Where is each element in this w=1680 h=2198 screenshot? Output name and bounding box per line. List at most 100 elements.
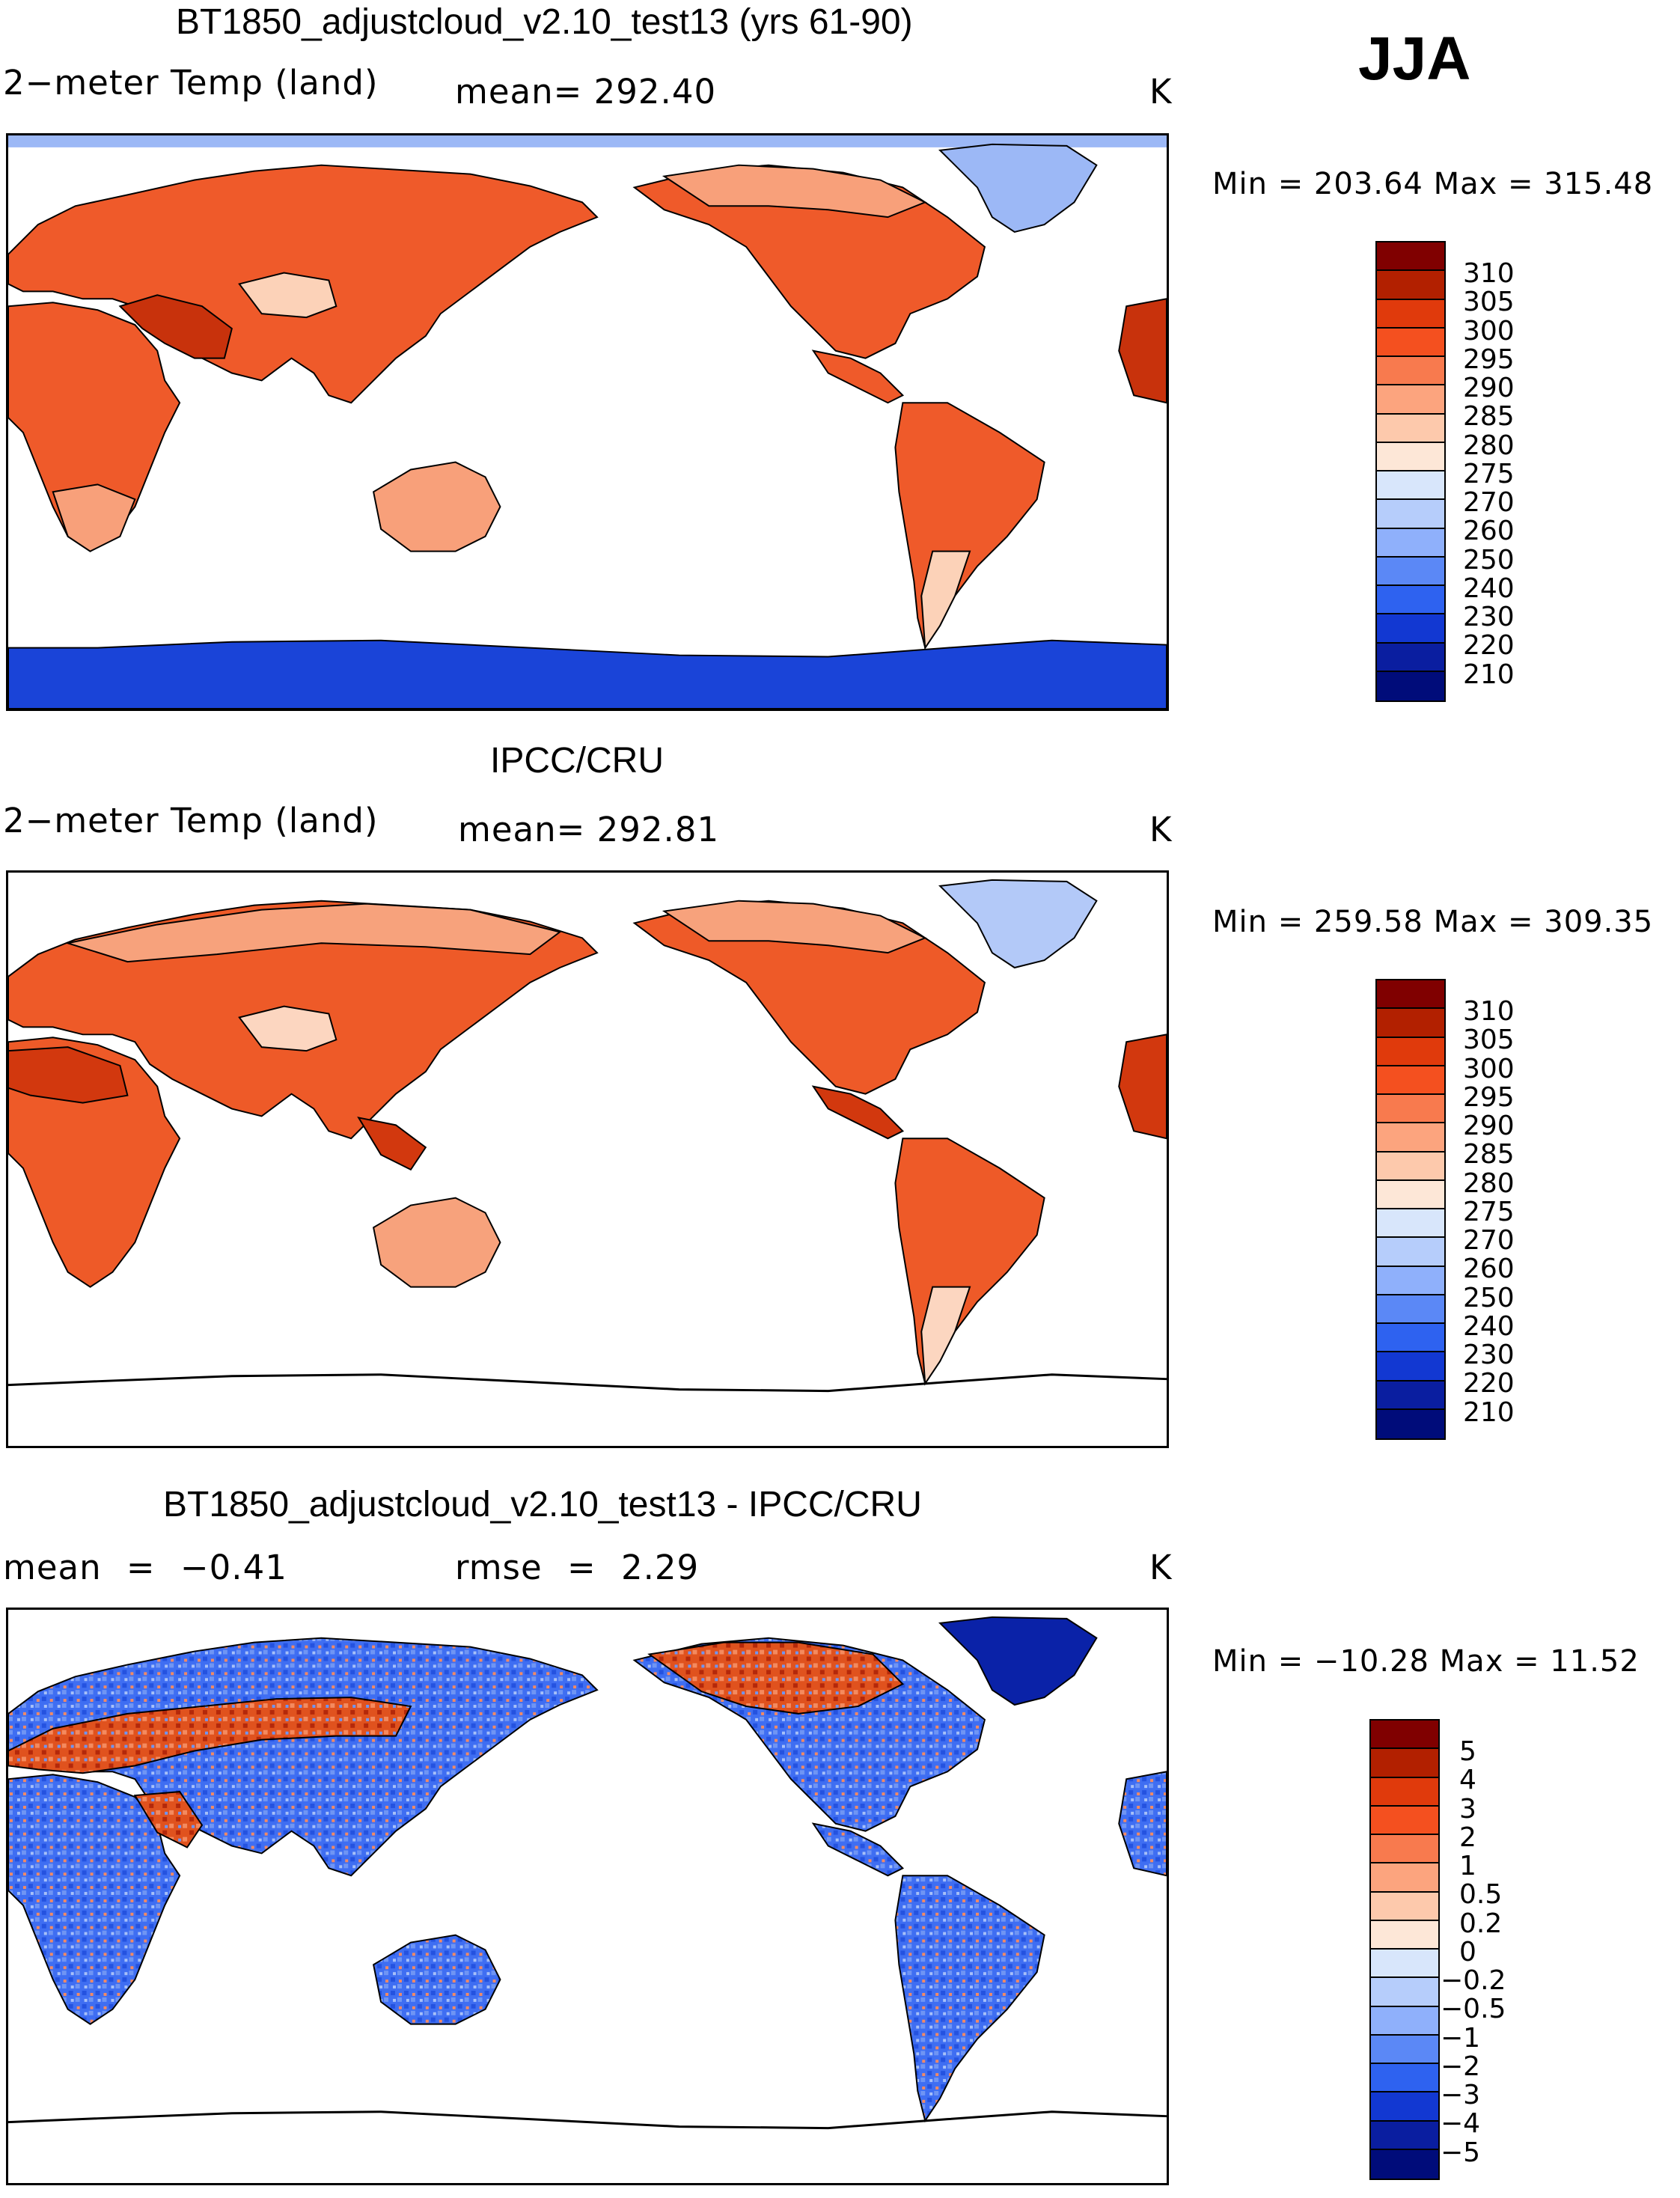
colorbar-swatch	[1377, 643, 1444, 672]
colorbar-tick-label: −5	[1441, 2137, 1481, 2168]
colorbar-tick-label: 260	[1463, 1254, 1515, 1285]
colorbar-swatch	[1377, 1037, 1444, 1066]
colorbar-swatch	[1377, 385, 1444, 415]
colorbar-tick-label: 285	[1463, 1139, 1515, 1170]
panel-3-units-label: K	[1149, 1548, 1173, 1587]
panel-1-colorbar	[1375, 241, 1446, 702]
colorbar-swatch	[1371, 1950, 1438, 1979]
panel-1-title: BT1850_adjustcloud_v2.10_test13 (yrs 61-…	[176, 2, 913, 42]
colorbar-swatch	[1377, 1295, 1444, 1324]
map-land	[8, 143, 1167, 709]
landmass-africa-hot	[8, 1046, 129, 1104]
landmass-eurasia	[8, 1637, 599, 1877]
colorbar-tick-label: −0.2	[1441, 1965, 1506, 1996]
landmass-antarctica	[8, 639, 1167, 709]
colorbar-tick-label: −3	[1441, 2080, 1481, 2110]
colorbar-tick-label: 290	[1463, 373, 1515, 403]
season-label: JJA	[1358, 25, 1471, 93]
colorbar-swatch	[1377, 471, 1444, 501]
landmass-africa	[8, 1774, 181, 2025]
colorbar-swatch	[1377, 1066, 1444, 1095]
colorbar-swatch	[1377, 500, 1444, 529]
landmass-south-america	[894, 402, 1045, 650]
colorbar-tick-label: 305	[1463, 1025, 1515, 1056]
colorbar-swatch	[1371, 2092, 1438, 2122]
colorbar-swatch	[1377, 1180, 1444, 1209]
landmass-south-america	[894, 1138, 1045, 1386]
colorbar-swatch	[1371, 1749, 1438, 1778]
colorbar-tick-label: 1	[1459, 1851, 1476, 1881]
colorbar-tick-label: 220	[1463, 1368, 1515, 1399]
landmass-australia	[372, 461, 501, 552]
panel-2-units-label: K	[1149, 810, 1173, 849]
colorbar-tick-label: 220	[1463, 630, 1515, 662]
panel-1-minmax: Min = 203.64 Max = 315.48	[1212, 167, 1654, 201]
colorbar-tick-label: 0	[1459, 1936, 1476, 1967]
colorbar-swatch	[1377, 528, 1444, 558]
colorbar-swatch	[1377, 614, 1444, 644]
colorbar-tick-label: 3	[1459, 1793, 1476, 1825]
panel-2-minmax: Min = 259.58 Max = 309.35	[1212, 905, 1654, 939]
landmass-eurasia-north	[64, 903, 562, 963]
colorbar-tick-label: 210	[1463, 659, 1515, 690]
landmass-west-africa-edge	[1118, 1034, 1167, 1140]
landmass-central-america	[811, 349, 905, 404]
colorbar-tick-label: 240	[1463, 1310, 1515, 1342]
landmass-west-africa-edge	[1118, 298, 1167, 404]
colorbar-tick-label: 300	[1463, 1053, 1515, 1084]
colorbar-swatch	[1377, 557, 1444, 586]
landmass-south-america-south	[920, 550, 971, 650]
colorbar-tick-label: 0.2	[1459, 1908, 1503, 1939]
panel-2-mean-label: mean= 292.81	[458, 810, 720, 849]
colorbar-tick-label: 295	[1463, 344, 1515, 375]
landmass-australia	[372, 1197, 501, 1288]
colorbar-tick-label: 285	[1463, 401, 1515, 433]
landmass-south-america	[894, 1875, 1045, 2123]
arctic-band	[8, 135, 1167, 147]
colorbar-swatch	[1371, 1721, 1438, 1750]
panel-3-colorbar	[1369, 1719, 1440, 2180]
colorbar-swatch	[1377, 980, 1444, 1010]
colorbar-swatch	[1377, 1266, 1444, 1295]
colorbar-tick-label: 240	[1463, 573, 1515, 604]
colorbar-swatch	[1371, 1863, 1438, 1893]
colorbar-tick-label: 300	[1463, 315, 1515, 347]
landmass-greenland	[938, 879, 1098, 969]
colorbar-tick-label: −2	[1441, 2051, 1481, 2082]
colorbar-tick-label: 295	[1463, 1081, 1515, 1113]
colorbar-swatch	[1371, 2149, 1438, 2179]
panel-1-variable-label: 2−meter Temp (land)	[3, 63, 379, 103]
landmass-africa	[8, 302, 181, 552]
colorbar-tick-label: 250	[1463, 1282, 1515, 1313]
panel-2-colorbar	[1375, 979, 1446, 1440]
landmass-tibet	[238, 272, 337, 319]
colorbar-swatch	[1377, 1209, 1444, 1239]
colorbar-swatch	[1377, 586, 1444, 615]
colorbar-swatch	[1377, 242, 1444, 272]
landmass-central-america	[811, 1085, 905, 1140]
colorbar-tick-label: 230	[1463, 602, 1515, 632]
colorbar-tick-label: 275	[1463, 458, 1515, 489]
colorbar-tick-label: 260	[1463, 516, 1515, 547]
colorbar-swatch	[1377, 442, 1444, 471]
colorbar-swatch	[1371, 1777, 1438, 1807]
colorbar-swatch	[1371, 2035, 1438, 2064]
colorbar-swatch	[1371, 2121, 1438, 2150]
antarctica-outline	[8, 2110, 1167, 2130]
landmass-tibet	[238, 1005, 337, 1052]
colorbar-tick-label: −1	[1441, 2022, 1481, 2054]
panel-1-map-svg	[8, 135, 1167, 709]
landmass-south-america-south	[920, 1286, 971, 1386]
antarctica-outline	[8, 1373, 1167, 1393]
panel-2-title: IPCC/CRU	[490, 741, 665, 781]
colorbar-tick-label: −4	[1441, 2108, 1481, 2140]
colorbar-swatch	[1377, 1095, 1444, 1124]
colorbar-tick-label: 270	[1463, 487, 1515, 518]
landmass-eurasia-warm	[8, 1697, 412, 1774]
colorbar-tick-label: 5	[1459, 1736, 1476, 1767]
colorbar-tick-label: 2	[1459, 1822, 1476, 1853]
colorbar-tick-label: 0.5	[1459, 1879, 1503, 1911]
colorbar-swatch	[1377, 1123, 1444, 1153]
panel-3-mean-label: mean = −0.41	[3, 1548, 287, 1587]
colorbar-swatch	[1377, 1352, 1444, 1382]
